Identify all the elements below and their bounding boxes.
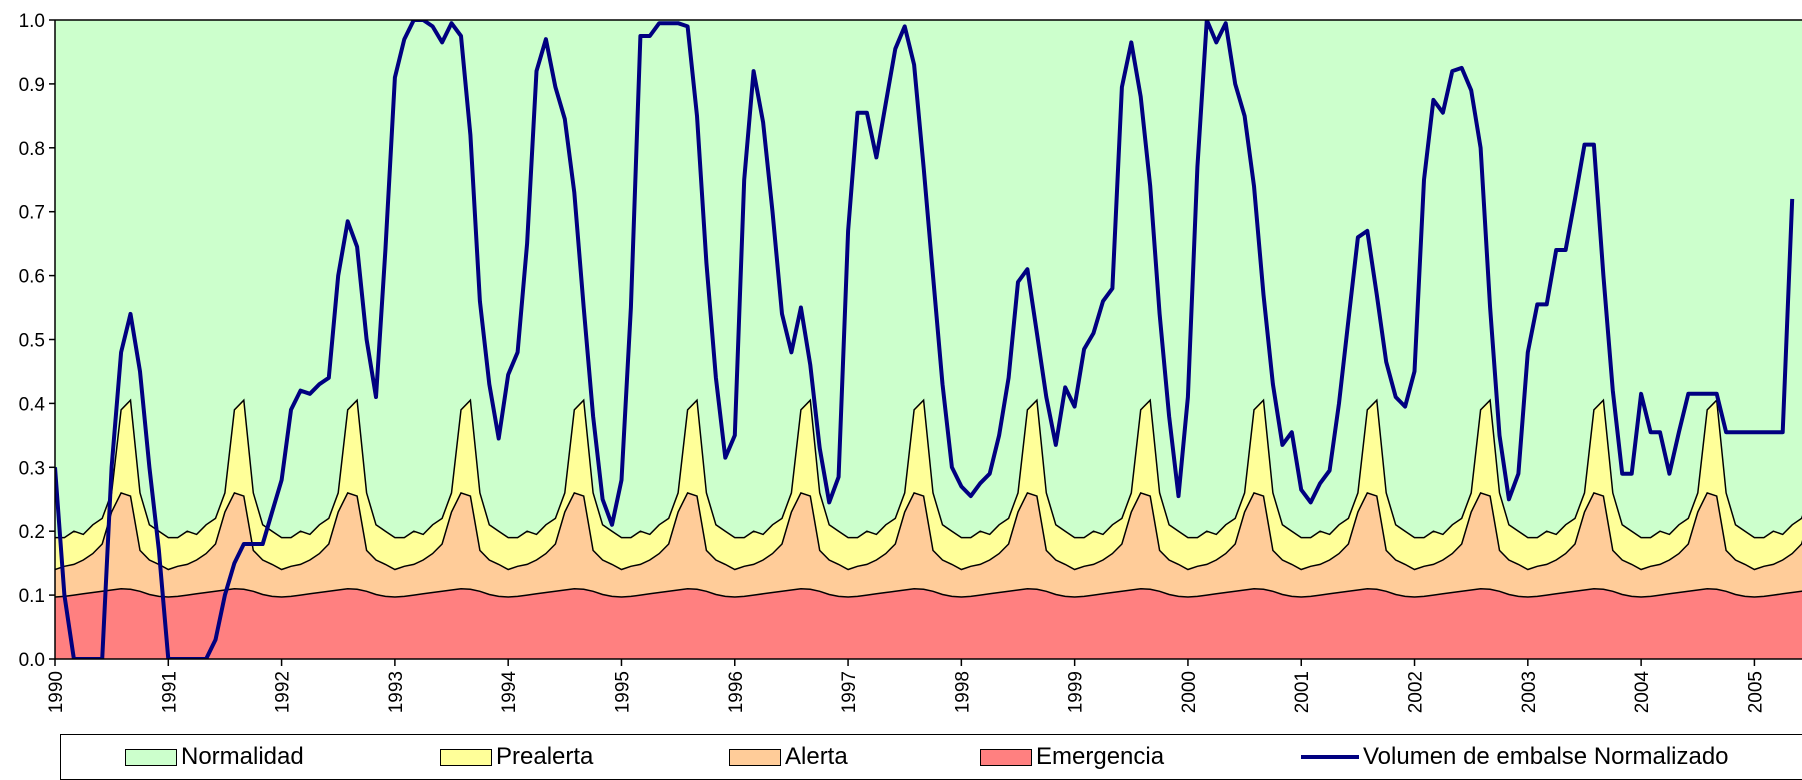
legend-label-emergencia: Emergencia xyxy=(1036,743,1165,770)
x-tick-label: 2001 xyxy=(1292,671,1313,713)
area-emergencia xyxy=(55,588,1802,659)
y-tick-label: 0.5 xyxy=(19,331,45,352)
y-tick-label: 0.2 xyxy=(19,522,45,543)
legend-item-prealerta: Prealerta xyxy=(440,743,593,771)
legend-label-alerta: Alerta xyxy=(785,743,848,770)
x-tick-label: 2004 xyxy=(1632,671,1653,714)
x-tick-label: 1997 xyxy=(839,671,860,713)
x-tick-label: 2003 xyxy=(1519,671,1540,713)
y-tick-label: 0.0 xyxy=(19,650,45,671)
y-tick-label: 1.0 xyxy=(19,11,45,32)
y-tick-label: 0.9 xyxy=(19,75,45,96)
x-tick-label: 1994 xyxy=(499,671,520,714)
x-tick-label: 1990 xyxy=(46,671,67,713)
y-tick-label: 0.1 xyxy=(19,586,45,607)
legend-swatch-alerta xyxy=(729,748,781,766)
x-tick-label: 1996 xyxy=(726,671,747,713)
legend-label-prealerta: Prealerta xyxy=(496,743,594,770)
legend-label-normalidad: Normalidad xyxy=(181,743,304,770)
x-tick-label: 2000 xyxy=(1179,671,1200,713)
x-tick-label: 2002 xyxy=(1406,671,1427,713)
x-tick-label: 1999 xyxy=(1066,671,1087,713)
legend-label-volumen: Volumen de embalse Normalizado xyxy=(1363,743,1729,770)
plot-area xyxy=(55,20,1802,659)
area-prealerta-edge xyxy=(55,398,1802,539)
y-tick-label: 0.7 xyxy=(19,203,45,224)
legend-item-volumen: Volumen de embalse Normalizado xyxy=(1301,743,1729,771)
axes: 0.0 0.1 0.2 0.3 0.4 0.5 0.6 0.7 0.8 0.9 1.0 1990 199… xyxy=(19,11,1802,713)
legend-swatch-emergencia xyxy=(980,748,1032,766)
x-tick-label: 1995 xyxy=(612,671,633,713)
legend: Normalidad Prealerta Alerta Emergencia V… xyxy=(60,734,1802,780)
legend-item-alerta: Alerta xyxy=(729,743,848,771)
y-tick-label: 0.3 xyxy=(19,458,45,479)
y-tick-label: 0.8 xyxy=(19,139,45,160)
x-tick-label: 1992 xyxy=(273,671,294,713)
x-tick-label: 1991 xyxy=(159,671,180,713)
legend-item-emergencia: Emergencia xyxy=(980,743,1164,771)
legend-swatch-prealerta xyxy=(440,748,492,766)
legend-line-volumen xyxy=(1301,755,1359,759)
legend-swatch-normalidad xyxy=(125,748,177,766)
y-tick-label: 0.6 xyxy=(19,267,45,288)
area-alerta-edge xyxy=(55,491,1802,571)
y-tick-label: 0.4 xyxy=(19,394,46,415)
line-volumen xyxy=(55,20,1795,659)
x-tick-label: 1998 xyxy=(952,671,973,713)
legend-item-normalidad: Normalidad xyxy=(125,743,304,771)
plot-clipped xyxy=(55,20,1802,659)
area-emergencia-edge xyxy=(55,587,1802,598)
x-tick-label: 2005 xyxy=(1745,671,1766,713)
x-tick-label: 1993 xyxy=(386,671,407,713)
